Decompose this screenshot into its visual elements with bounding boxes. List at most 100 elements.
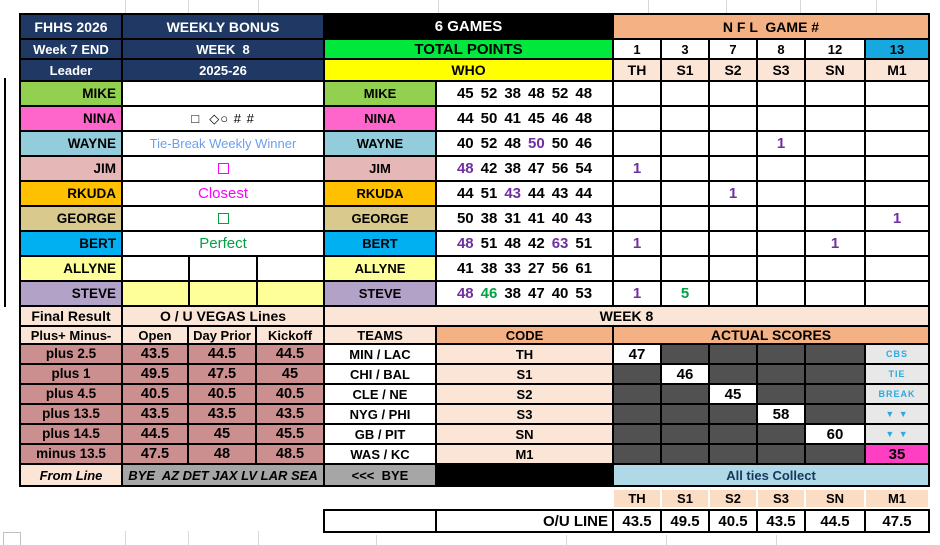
mark-cell[interactable]: 5 [662,282,708,305]
mark-cell[interactable] [614,207,660,230]
mark-cell[interactable] [710,132,756,155]
player-note[interactable] [123,157,323,180]
player-scores[interactable]: 50 38 31 41 40 43 [437,207,612,230]
mark-cell[interactable] [866,82,928,105]
player-note[interactable]: Closest [123,182,323,205]
vegas-open-value[interactable]: 43.5 [123,345,187,363]
mark-cell[interactable]: 1 [866,207,928,230]
vegas-kickoff-value[interactable]: 48.5 [257,445,323,463]
team-cell[interactable]: GB / PIT [325,425,435,443]
score-empty-cell[interactable] [758,345,804,363]
mark-cell[interactable] [806,132,864,155]
player-scores[interactable]: 40 52 48 50 50 46 [437,132,612,155]
actual-score-cell[interactable]: 46 [662,365,708,383]
ou-line-value[interactable]: 49.5 [662,511,708,531]
mark-cell[interactable] [614,107,660,130]
actual-score-cell[interactable]: 35 [866,445,928,463]
player-note[interactable] [123,207,323,230]
score-empty-cell[interactable] [710,425,756,443]
mark-cell[interactable] [866,232,928,255]
mark-cell[interactable] [662,182,708,205]
player-scores[interactable]: 45 52 38 48 52 48 [437,82,612,105]
mark-cell[interactable] [710,257,756,280]
actual-score-cell[interactable]: 45 [710,385,756,403]
mark-cell[interactable] [662,157,708,180]
ou-line-value[interactable]: 40.5 [710,511,756,531]
mark-cell[interactable] [614,182,660,205]
mark-cell[interactable] [866,282,928,305]
vegas-open-value[interactable]: 47.5 [123,445,187,463]
score-empty-cell[interactable] [662,345,708,363]
vegas-kickoff-value[interactable]: 43.5 [257,405,323,423]
mark-cell[interactable] [758,207,804,230]
vegas-open-value[interactable]: 49.5 [123,365,187,383]
score-empty-cell[interactable] [758,365,804,383]
mark-cell[interactable]: 1 [806,232,864,255]
note-subcell[interactable] [257,257,323,280]
vegas-day_prior-value[interactable]: 44.5 [189,345,255,363]
team-cell[interactable]: NYG / PHI [325,405,435,423]
vegas-kickoff-value[interactable]: 45 [257,365,323,383]
mark-cell[interactable]: 1 [614,232,660,255]
team-cell[interactable]: WAS / KC [325,445,435,463]
player-scores[interactable]: 48 42 38 47 56 54 [437,157,612,180]
score-empty-cell[interactable] [662,445,708,463]
vegas-day_prior-value[interactable]: 43.5 [189,405,255,423]
mark-cell[interactable] [614,132,660,155]
mark-cell[interactable] [710,82,756,105]
score-empty-cell[interactable] [710,345,756,363]
team-cell[interactable]: CHI / BAL [325,365,435,383]
mark-cell[interactable] [710,282,756,305]
mark-cell[interactable] [806,257,864,280]
score-empty-cell[interactable] [710,445,756,463]
ou-line-value[interactable]: 43.5 [758,511,804,531]
score-empty-cell[interactable] [806,405,864,423]
mark-cell[interactable] [866,107,928,130]
mark-cell[interactable] [710,157,756,180]
mark-cell[interactable] [866,157,928,180]
mark-cell[interactable] [806,207,864,230]
mark-cell[interactable] [806,182,864,205]
mark-cell[interactable] [614,257,660,280]
mark-cell[interactable] [662,82,708,105]
score-empty-cell[interactable] [662,405,708,423]
mark-cell[interactable] [866,182,928,205]
team-cell[interactable]: MIN / LAC [325,345,435,363]
mark-cell[interactable] [710,107,756,130]
ou-line-value[interactable]: 44.5 [806,511,864,531]
vegas-kickoff-value[interactable]: 44.5 [257,345,323,363]
vegas-kickoff-value[interactable]: 40.5 [257,385,323,403]
ou-line-value[interactable]: 47.5 [866,511,928,531]
mark-cell[interactable]: 1 [758,132,804,155]
player-scores[interactable]: 44 51 43 44 43 44 [437,182,612,205]
mark-cell[interactable] [758,107,804,130]
actual-score-cell[interactable]: 60 [806,425,864,443]
score-empty-cell[interactable] [710,405,756,423]
player-scores[interactable]: 48 46 38 47 40 53 [437,282,612,305]
mark-cell[interactable] [758,232,804,255]
note-subcell[interactable] [257,282,323,305]
player-scores[interactable]: 48 51 48 42 63 51 [437,232,612,255]
score-empty-cell[interactable] [806,365,864,383]
mark-cell[interactable]: 1 [614,157,660,180]
score-empty-cell[interactable] [758,385,804,403]
score-empty-cell[interactable] [614,385,660,403]
vegas-kickoff-value[interactable]: 45.5 [257,425,323,443]
score-empty-cell[interactable] [614,445,660,463]
mark-cell[interactable] [614,82,660,105]
mark-cell[interactable] [758,182,804,205]
mark-cell[interactable] [866,132,928,155]
score-empty-cell[interactable] [806,345,864,363]
mark-cell[interactable] [806,82,864,105]
ou-line-empty-cell[interactable] [325,511,435,531]
mark-cell[interactable] [758,82,804,105]
vegas-open-value[interactable]: 40.5 [123,385,187,403]
team-cell[interactable]: CLE / NE [325,385,435,403]
mark-cell[interactable] [662,257,708,280]
mark-cell[interactable] [662,132,708,155]
vegas-day_prior-value[interactable]: 45 [189,425,255,443]
ou-line-value[interactable]: 43.5 [614,511,660,531]
note-subcell[interactable] [123,282,189,305]
vegas-open-value[interactable]: 44.5 [123,425,187,443]
score-empty-cell[interactable] [758,445,804,463]
